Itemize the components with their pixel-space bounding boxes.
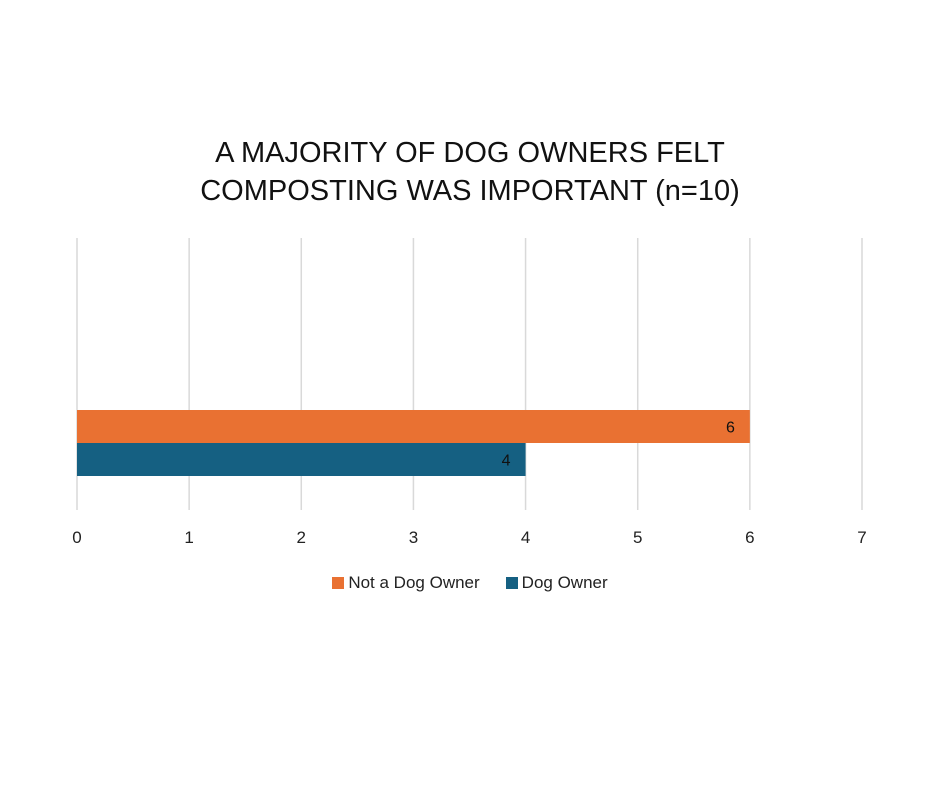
- x-tick-label-6: 6: [745, 528, 754, 547]
- chart-title-line-1: A MAJORITY OF DOG OWNERS FELT: [215, 137, 725, 169]
- chart-legend: Not a Dog Owner Dog Owner: [0, 573, 940, 593]
- legend-item-dog-owner: Dog Owner: [505, 573, 608, 593]
- x-tick-label-4: 4: [521, 528, 530, 547]
- x-tick-label-7: 7: [857, 528, 866, 547]
- x-tick-label-5: 5: [633, 528, 642, 547]
- legend-label-dog-owner: Dog Owner: [521, 573, 608, 592]
- legend-item-not-a-dog-owner: Not a Dog Owner: [332, 573, 480, 593]
- data-label-1: 4: [502, 453, 511, 470]
- legend-swatch-dog-owner: [505, 577, 518, 589]
- bar-0: [77, 410, 750, 443]
- x-tick-label-1: 1: [184, 528, 193, 547]
- x-tick-label-3: 3: [409, 528, 418, 547]
- chart-title-line-2: COMPOSTING WAS IMPORTANT (n=10): [200, 175, 740, 207]
- legend-swatch-not-a-dog-owner: [332, 577, 345, 589]
- bar-1: [77, 443, 526, 476]
- chart-title: A MAJORITY OF DOG OWNERS FELT COMPOSTING…: [0, 134, 940, 210]
- data-label-0: 6: [726, 420, 735, 437]
- x-tick-label-0: 0: [72, 528, 81, 547]
- legend-label-not-a-dog-owner: Not a Dog Owner: [348, 573, 480, 592]
- x-tick-label-2: 2: [297, 528, 306, 547]
